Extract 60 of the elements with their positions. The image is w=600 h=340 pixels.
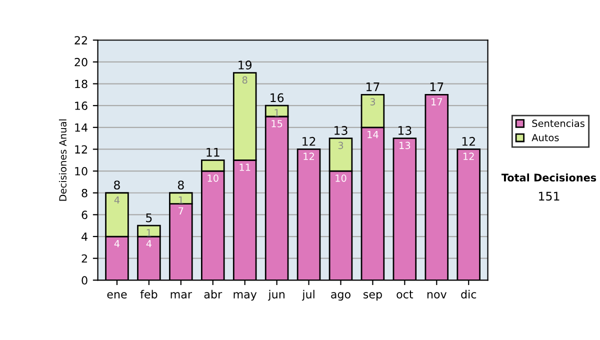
- total-label: 12: [462, 136, 475, 146]
- y-tick-label: 12: [75, 145, 87, 154]
- y-tick-label: 22: [74, 36, 87, 44]
- y-axis-title: Decisiones Anual: [58, 119, 66, 201]
- y-tick-label: 4: [82, 232, 88, 241]
- y-tick-label: 18: [75, 80, 88, 88]
- x-tick-label: ago: [331, 292, 350, 301]
- data-label: 7: [178, 207, 184, 214]
- x-tick-label: ene: [107, 292, 127, 298]
- x-tick-label: oct: [396, 290, 414, 298]
- y-tick-label: 2: [82, 254, 87, 263]
- total-label: 12: [302, 136, 316, 146]
- data-label: 8: [242, 76, 248, 84]
- y-tick-label: 0: [82, 276, 88, 285]
- data-label: 17: [432, 98, 442, 106]
- x-tick-label: may: [234, 292, 257, 301]
- y-tick-label: 20: [74, 58, 88, 66]
- data-label: 4: [114, 240, 120, 248]
- data-label: 1: [178, 196, 184, 204]
- x-tick-label: dic: [461, 290, 476, 298]
- total-label: 13: [334, 126, 348, 135]
- legend-label: Autos: [532, 134, 559, 142]
- total-label: 11: [206, 148, 220, 157]
- data-label: 14: [368, 130, 378, 138]
- y-tick-label: 6: [82, 210, 88, 220]
- data-label: 1: [146, 229, 152, 236]
- x-tick-label: nov: [427, 292, 447, 298]
- x-tick-label: jul: [302, 290, 314, 301]
- x-tick-label: mar: [170, 292, 192, 298]
- y-tick-label: 10: [75, 167, 88, 176]
- x-tick-label: sep: [363, 292, 382, 301]
- y-tick-label: 8: [82, 188, 88, 198]
- data-label: 3: [338, 142, 344, 150]
- total-label: 8: [114, 180, 120, 190]
- data-label: 10: [336, 174, 346, 182]
- y-tick-label: 14: [75, 124, 88, 132]
- data-label: 4: [146, 240, 152, 248]
- legend-label: Sentencias: [532, 119, 584, 128]
- data-label: 15: [272, 120, 282, 128]
- data-label: 12: [464, 152, 474, 160]
- x-tick-label: abr: [204, 290, 222, 298]
- data-label: 12: [304, 152, 314, 160]
- total-label: 19: [238, 60, 252, 70]
- data-label: 1: [274, 109, 280, 116]
- data-label: 3: [370, 98, 376, 106]
- data-label: 13: [400, 142, 410, 150]
- data-label: 10: [208, 174, 218, 182]
- total-label: 17: [430, 82, 444, 92]
- data-label: 11: [240, 164, 250, 171]
- total-label: 8: [178, 180, 184, 190]
- total-label: 16: [270, 93, 284, 102]
- x-tick-label: jun: [268, 290, 284, 301]
- total-label: 5: [146, 213, 152, 222]
- total-label: 17: [366, 82, 380, 92]
- text: 151: [539, 192, 560, 201]
- x-tick-label: feb: [140, 290, 158, 298]
- data-label: 4: [114, 196, 120, 204]
- total-label: 13: [398, 126, 412, 135]
- text: Total Decisiones: [501, 173, 596, 182]
- y-tick-label: 16: [75, 102, 88, 110]
